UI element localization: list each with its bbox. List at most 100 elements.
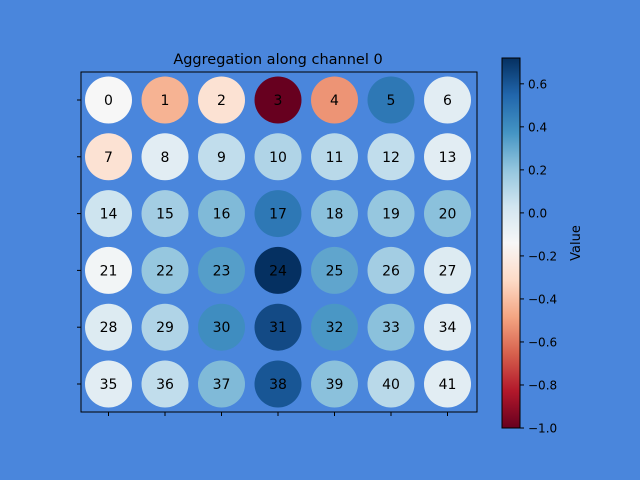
heatmap-cell-39: [311, 360, 358, 408]
cell-label-19: 19: [382, 207, 400, 223]
heatmap-cell-11: [311, 133, 358, 181]
heatmap-cell-0: [85, 76, 132, 124]
cell-label-36: 36: [156, 377, 174, 393]
cell-label-41: 41: [439, 377, 457, 393]
heatmap-cell-16: [198, 190, 245, 238]
colorbar-tick-label: −0.6: [528, 335, 557, 349]
heatmap-cell-26: [367, 246, 415, 294]
heatmap-cell-7: [85, 133, 132, 181]
heatmap-cell-10: [254, 133, 302, 181]
cell-label-35: 35: [100, 377, 118, 393]
cell-label-3: 3: [274, 93, 283, 109]
cell-label-40: 40: [382, 377, 400, 393]
colorbar-tick-label: −0.8: [528, 378, 557, 392]
colorbar-tick-label: 0.2: [528, 163, 547, 177]
cell-label-2: 2: [217, 93, 226, 109]
cell-label-1: 1: [161, 93, 170, 109]
cell-label-37: 37: [213, 377, 231, 393]
heatmap-cell-13: [424, 133, 471, 181]
heatmap-cell-20: [424, 190, 471, 238]
cell-label-28: 28: [100, 320, 118, 336]
cell-label-6: 6: [443, 93, 452, 109]
heatmap-cell-3: [254, 76, 302, 124]
heatmap-cell-36: [141, 360, 189, 408]
heatmap-cell-37: [198, 360, 245, 408]
cell-label-22: 22: [156, 263, 174, 279]
cell-label-9: 9: [217, 150, 226, 166]
heatmap-cell-22: [141, 246, 189, 294]
heatmap-cell-5: [367, 76, 415, 124]
colorbar-gradient: [501, 57, 521, 429]
heatmap-cell-27: [424, 246, 471, 294]
colorbar-label: Value: [569, 225, 584, 261]
heatmap-cell-9: [198, 133, 245, 181]
colorbar-tick-label: 0.0: [528, 206, 547, 220]
heatmap-cell-24: [254, 246, 302, 294]
plot-area: [80, 71, 478, 413]
cell-label-38: 38: [269, 377, 287, 393]
heatmap-cell-33: [367, 303, 415, 351]
cell-label-14: 14: [100, 207, 118, 223]
cell-label-25: 25: [326, 263, 344, 279]
colorbar-tick-label: −0.4: [528, 292, 557, 306]
heatmap-cell-8: [141, 133, 189, 181]
cell-label-4: 4: [330, 93, 339, 109]
cell-label-29: 29: [156, 320, 174, 336]
colorbar-tick-label: 0.4: [528, 120, 547, 134]
heatmap-cell-29: [141, 303, 189, 351]
cell-label-30: 30: [213, 320, 231, 336]
chart-title: Aggregation along channel 0: [173, 52, 382, 68]
heatmap-cell-2: [198, 76, 245, 124]
cell-label-13: 13: [439, 150, 457, 166]
heatmap-cell-23: [198, 246, 245, 294]
heatmap-cell-34: [424, 303, 471, 351]
axis-ticks: [77, 99, 448, 416]
cell-label-16: 16: [213, 207, 231, 223]
cell-label-39: 39: [326, 377, 344, 393]
heatmap-cell-18: [311, 190, 358, 238]
cell-label-18: 18: [326, 207, 344, 223]
cell-label-23: 23: [213, 263, 231, 279]
heatmap-cell-21: [85, 246, 132, 294]
cell-label-34: 34: [439, 320, 457, 336]
cell-label-21: 21: [100, 263, 118, 279]
colorbar-ticks: −1.0 −0.8 −0.6 −0.4 −0.2 0.0 0.2 0.4 0.6: [520, 77, 557, 436]
cell-label-11: 11: [326, 150, 344, 166]
cell-label-27: 27: [439, 263, 457, 279]
heatmap-cell-41: [424, 360, 471, 408]
cell-label-20: 20: [439, 207, 457, 223]
cell-label-26: 26: [382, 263, 400, 279]
cell-label-24: 24: [269, 263, 287, 279]
heatmap-cell-32: [311, 303, 358, 351]
cell-label-10: 10: [269, 150, 287, 166]
heatmap-cell-4: [311, 76, 358, 124]
heatmap-cell-40: [367, 360, 415, 408]
cell-label-5: 5: [387, 93, 396, 109]
heatmap-cell-38: [254, 360, 302, 408]
colorbar-tick-label: 0.6: [528, 77, 547, 91]
heatmap-cell-1: [141, 76, 189, 124]
cell-label-7: 7: [104, 150, 113, 166]
cell-label-33: 33: [382, 320, 400, 336]
heatmap-cell-31: [254, 303, 302, 351]
heatmap-cell-30: [198, 303, 245, 351]
colorbar: −1.0 −0.8 −0.6 −0.4 −0.2 0.0 0.2 0.4 0.6 Value: [501, 57, 584, 436]
cell-label-0: 0: [104, 93, 113, 109]
heatmap-cell-28: [85, 303, 132, 351]
heatmap-cell-15: [141, 190, 189, 238]
cell-label-32: 32: [326, 320, 344, 336]
cell-label-31: 31: [269, 320, 287, 336]
heatmap-cell-12: [367, 133, 415, 181]
heatmap-cell-19: [367, 190, 415, 238]
heatmap-cell-6: [424, 76, 471, 124]
heatmap-cell-14: [85, 190, 132, 238]
cell-label-15: 15: [156, 207, 174, 223]
colorbar-tick-label: −1.0: [528, 422, 557, 436]
heatmap-cell-17: [254, 190, 302, 238]
cell-label-8: 8: [161, 150, 170, 166]
heatmap-cell-25: [311, 246, 358, 294]
heatmap-cell-35: [85, 360, 132, 408]
cell-label-17: 17: [269, 207, 287, 223]
